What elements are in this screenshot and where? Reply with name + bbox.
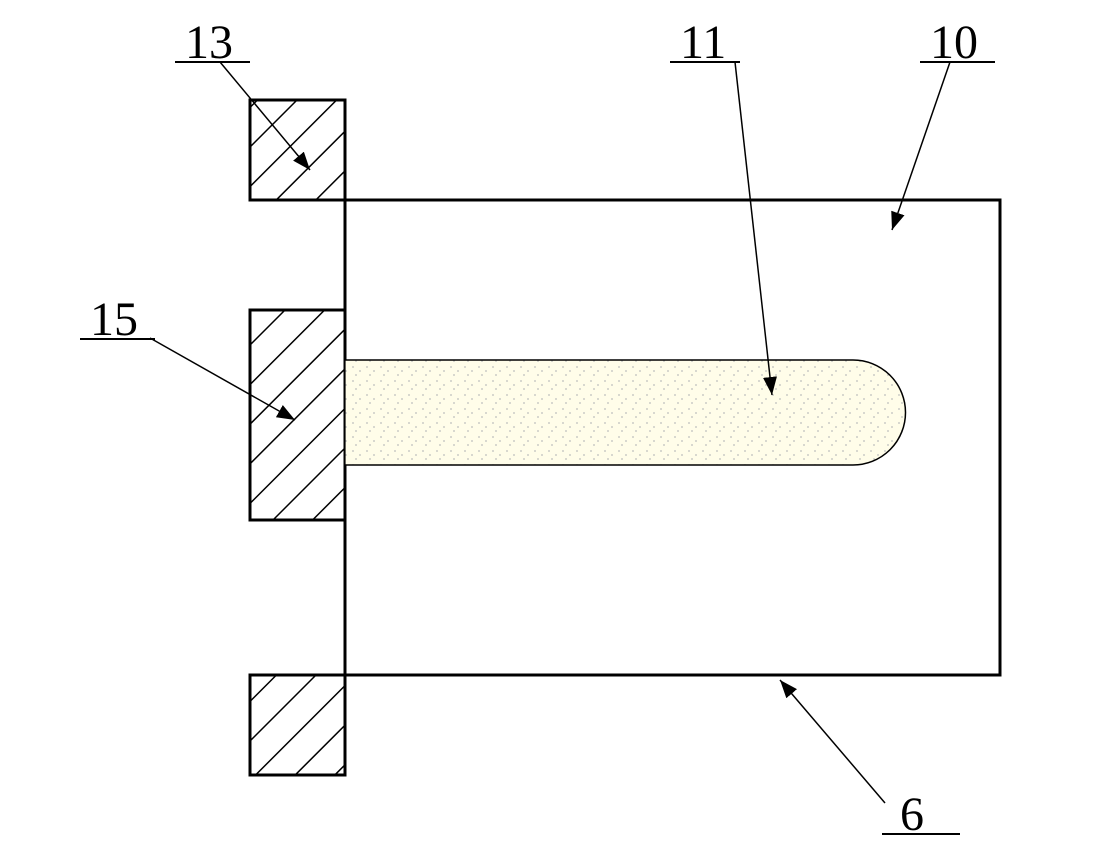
label-10-leader [892,62,950,230]
flange-mid [250,310,345,520]
label-6: 6 [900,788,924,841]
label-13: 13 [185,16,233,69]
slot-channel [345,360,906,465]
label-15: 15 [90,293,138,346]
label-10: 10 [930,16,978,69]
flange-bot [250,675,345,775]
label-11: 11 [680,16,726,69]
label-11-leader [735,62,772,395]
label-6-leader [780,680,885,803]
